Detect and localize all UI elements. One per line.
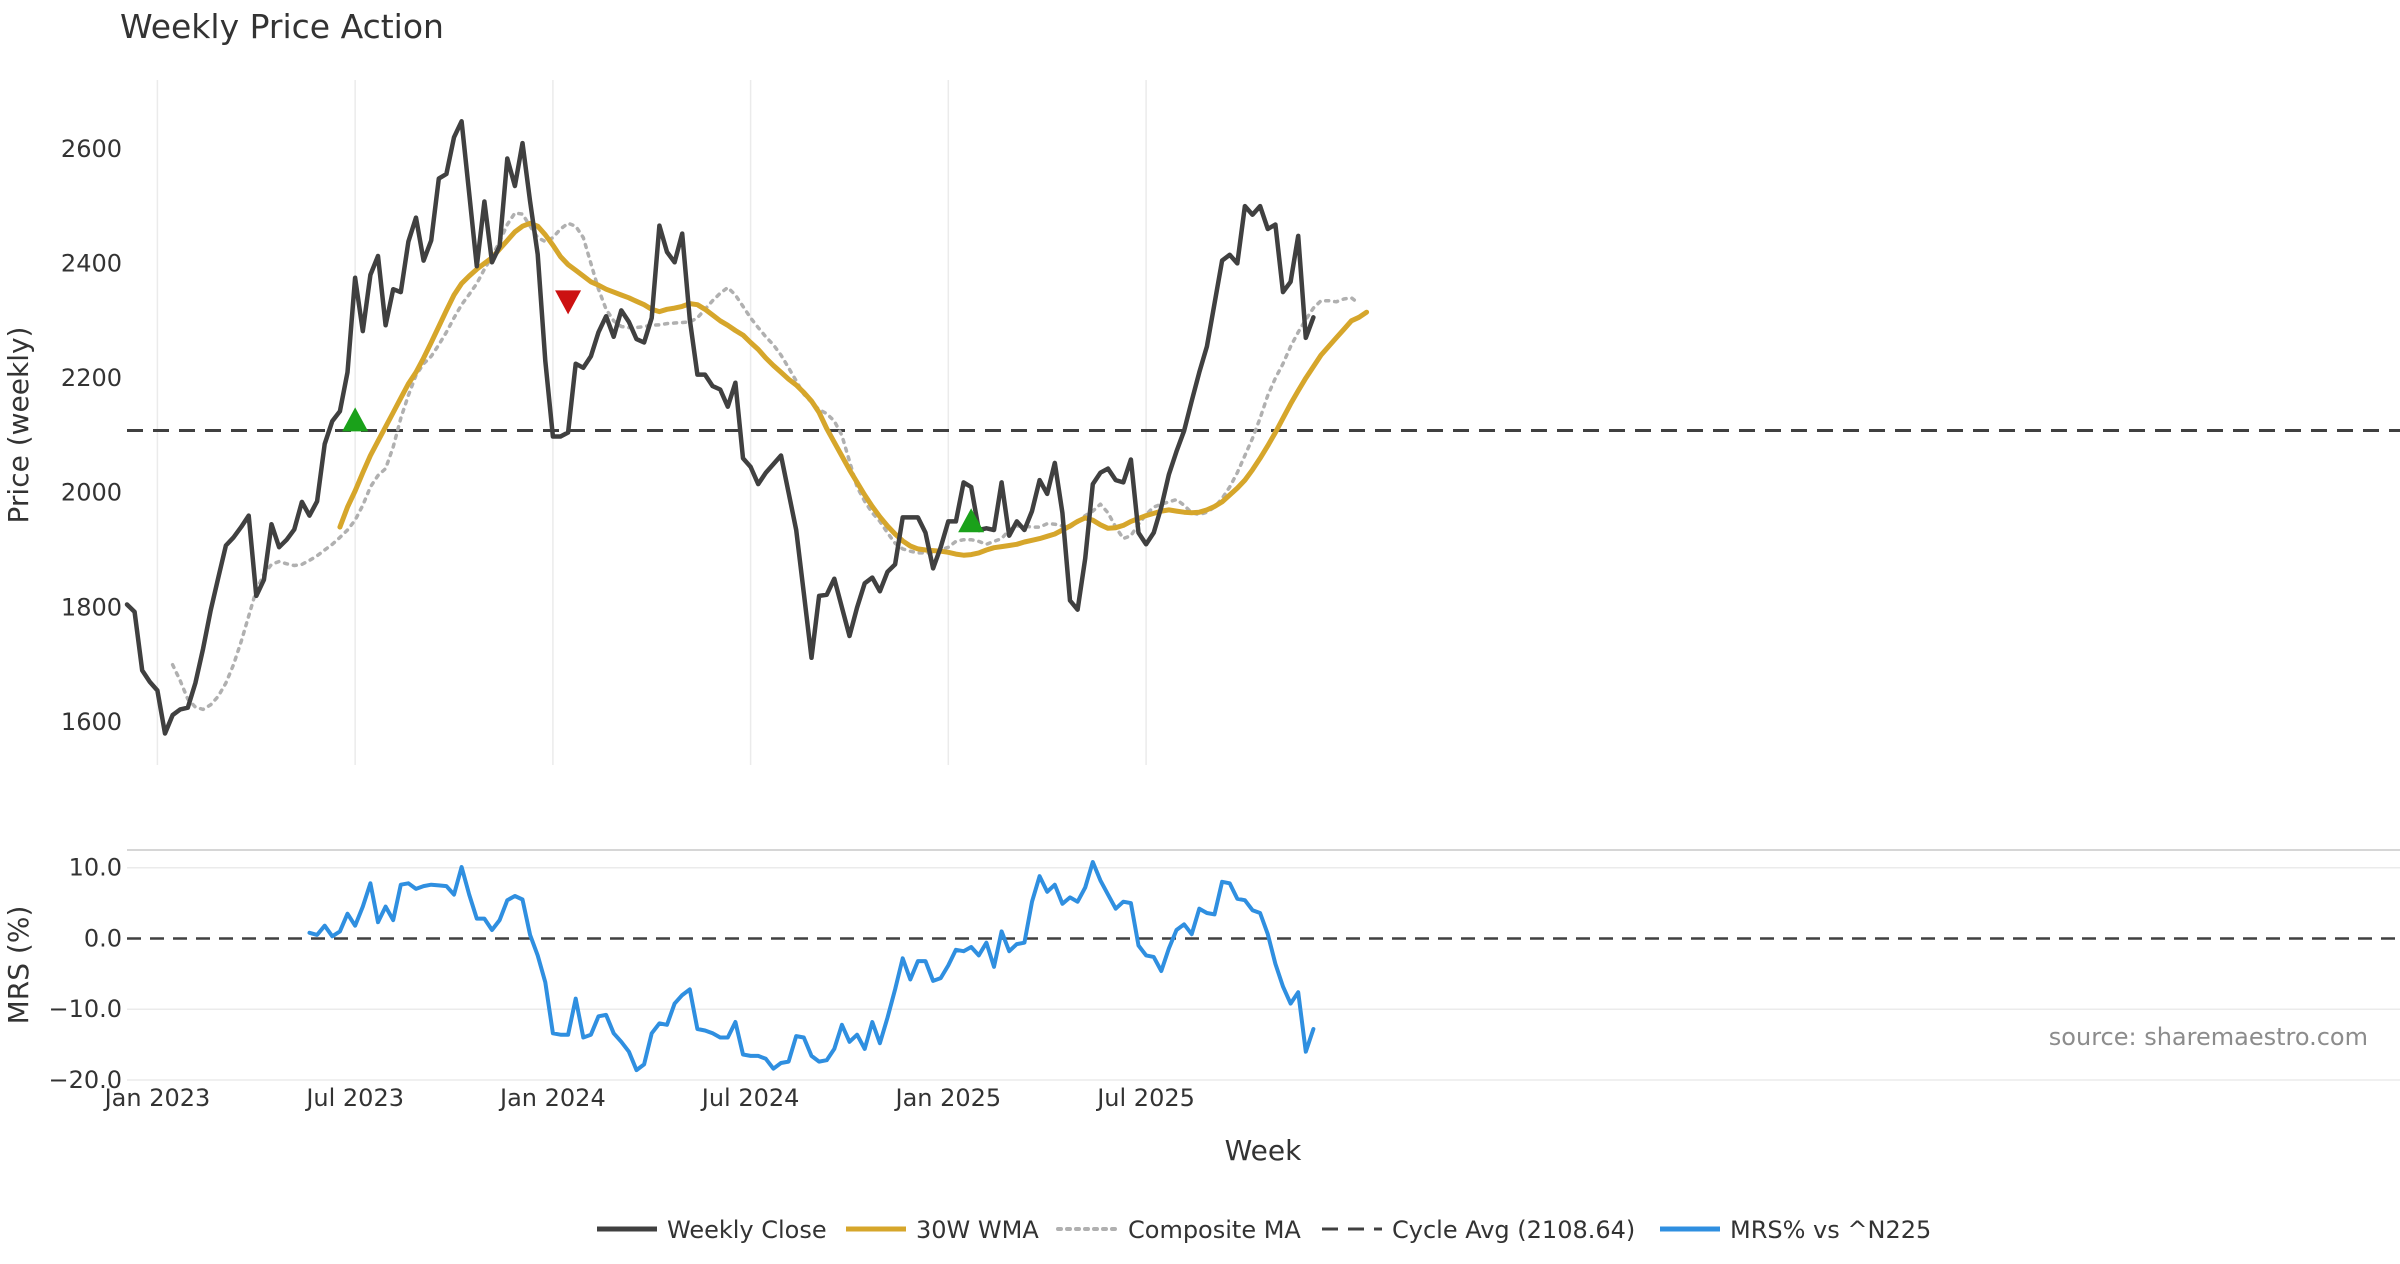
x-tick-label: Jan 2025	[893, 1084, 1001, 1112]
price-y-tick-label: 2600	[61, 135, 122, 163]
legend-label: Weekly Close	[667, 1216, 827, 1244]
buy-signal-marker	[958, 508, 985, 533]
price-chart-title: Weekly Price Action	[120, 7, 444, 46]
reference-lines-layer	[127, 428, 2400, 940]
price-y-tick-label: 2000	[61, 479, 122, 507]
price-y-tick-label: 2400	[61, 249, 122, 277]
legend-label: Composite MA	[1128, 1216, 1301, 1244]
sell-signal-marker	[555, 290, 582, 315]
legend-label: 30W WMA	[916, 1216, 1039, 1244]
x-tick-label: Jan 2024	[498, 1084, 606, 1112]
source-note: source: sharemaestro.com	[2049, 1023, 2368, 1051]
price-y-axis-label: Price (weekly)	[2, 327, 35, 524]
wma-30w-line	[337, 220, 1370, 558]
legend-label: Cycle Avg (2108.64)	[1392, 1216, 1635, 1244]
tick-labels-layer: Jan 2023 Jul 2023 Jan 2024 Jul 2024 Jan 2025…	[48, 135, 1194, 1112]
price-y-tick-label: 1800	[61, 593, 122, 621]
mrs-y-tick-label: −20.0	[48, 1066, 122, 1094]
signal-markers-layer	[342, 290, 985, 533]
composite-ma-line	[170, 211, 1361, 712]
mrs-y-axis-label: MRS (%)	[2, 906, 35, 1025]
series-layer	[124, 119, 1370, 1073]
mrs-line	[307, 860, 1316, 1073]
x-axis-label: Week	[1225, 1134, 1302, 1167]
x-tick-label: Jul 2023	[304, 1084, 404, 1112]
mrs-y-tick-label: 10.0	[69, 854, 122, 882]
legend: Weekly Close 30W WMA Composite MA Cycle Avg…	[597, 1216, 1931, 1244]
mrs-y-tick-label: 0.0	[84, 924, 122, 952]
x-tick-label: Jul 2025	[1095, 1084, 1195, 1112]
x-tick-label: Jul 2024	[700, 1084, 800, 1112]
x-tick-label: Jan 2023	[103, 1084, 211, 1112]
weekly-close-line	[124, 119, 1316, 736]
mrs-y-tick-label: −10.0	[48, 995, 122, 1023]
price-y-tick-label: 1600	[61, 708, 122, 736]
grid-layer	[127, 80, 2400, 1081]
price-y-tick-label: 2200	[61, 364, 122, 392]
buy-signal-marker	[342, 407, 369, 432]
legend-label: MRS% vs ^N225	[1730, 1216, 1931, 1244]
